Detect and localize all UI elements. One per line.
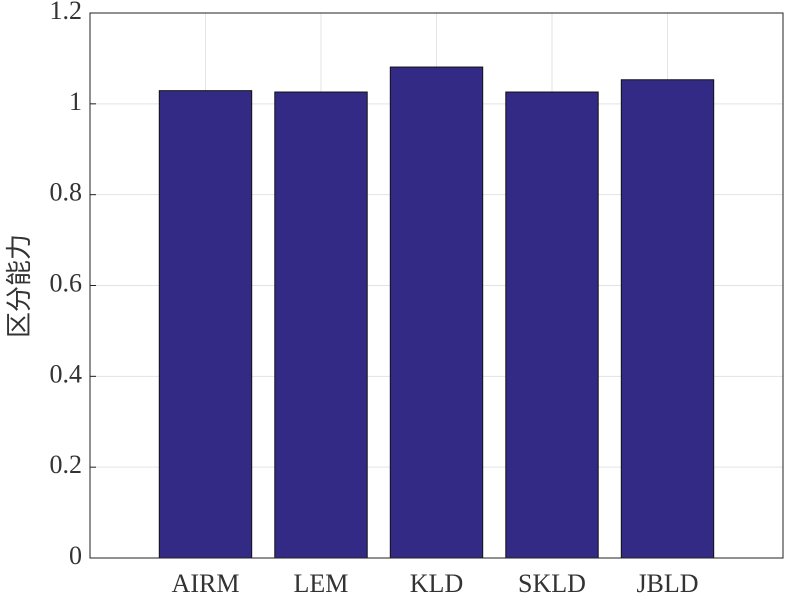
bar (389, 66, 484, 559)
y-tick-label: 1 (69, 87, 82, 116)
y-tick-label: 0.4 (50, 359, 83, 388)
y-tick-label: 1.2 (50, 0, 83, 25)
bar (274, 91, 368, 559)
x-tick-label: SKLD (518, 569, 586, 598)
x-tick-label: AIRM (172, 569, 240, 598)
y-tick-label: 0.6 (50, 268, 83, 297)
y-axis-label: 区分能力 (5, 234, 34, 338)
y-tick-label: 0.8 (50, 178, 83, 207)
bar (620, 79, 715, 559)
bar (158, 90, 253, 559)
x-tick-label: JBLD (636, 569, 698, 598)
y-tick-label: 0 (69, 541, 82, 570)
x-tick-label: LEM (294, 569, 349, 598)
plot-frame (89, 12, 784, 559)
y-tick-label: 0.2 (50, 450, 83, 479)
x-tick-label: KLD (410, 569, 463, 598)
bar (505, 91, 599, 559)
